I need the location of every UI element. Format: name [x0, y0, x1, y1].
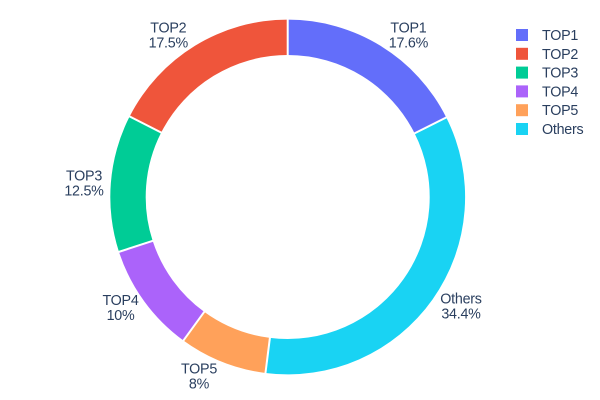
svg-text:TOP5: TOP5	[181, 361, 217, 377]
svg-text:TOP5: TOP5	[542, 103, 578, 119]
svg-text:17.6%: 17.6%	[389, 36, 429, 52]
svg-text:17.5%: 17.5%	[149, 36, 189, 52]
svg-text:Others: Others	[542, 122, 584, 138]
svg-text:TOP2: TOP2	[542, 47, 578, 63]
svg-text:TOP2: TOP2	[150, 21, 186, 37]
svg-text:TOP3: TOP3	[542, 66, 578, 82]
svg-text:12.5%: 12.5%	[64, 184, 104, 200]
svg-text:TOP1: TOP1	[390, 21, 426, 37]
svg-text:TOP3: TOP3	[66, 169, 102, 185]
svg-text:10%: 10%	[107, 308, 135, 324]
svg-text:TOP4: TOP4	[542, 84, 578, 100]
svg-text:34.4%: 34.4%	[441, 306, 481, 322]
svg-text:Others: Others	[440, 292, 482, 308]
svg-text:TOP1: TOP1	[542, 28, 578, 44]
svg-text:TOP4: TOP4	[102, 293, 138, 309]
svg-text:8%: 8%	[189, 376, 210, 392]
